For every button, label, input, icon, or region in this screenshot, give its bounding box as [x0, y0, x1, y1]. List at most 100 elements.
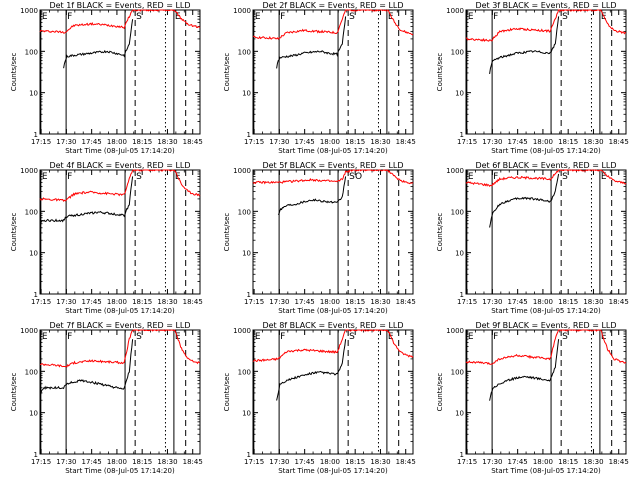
x-tick-label: 18:30 — [157, 458, 177, 466]
plot-frame — [252, 329, 414, 455]
y-tick-label: 100 — [238, 208, 251, 216]
chart-title: Det 6f BLACK = Events, RED = LLD — [475, 161, 616, 170]
x-tick-label: 17:30 — [56, 298, 76, 306]
chart-title: Det 7f BLACK = Events, RED = LLD — [49, 321, 190, 330]
y-tick-label: 10 — [242, 90, 251, 98]
series-line-events — [39, 176, 134, 225]
x-tick-label: 18:15 — [558, 458, 578, 466]
event-marker-label: E — [468, 12, 474, 22]
x-axis-label: Start Time (08-Jul-05 17:14:20) — [278, 467, 388, 475]
series-line-events — [276, 16, 347, 69]
event-marker-label: E — [42, 12, 48, 22]
x-tick-label: 17:30 — [482, 458, 502, 466]
x-tick-label: 18:15 — [345, 298, 365, 306]
x-tick-label: 18:00 — [107, 458, 127, 466]
y-tick-label: 1000 — [446, 167, 464, 175]
y-tick-label: 1000 — [233, 167, 251, 175]
series-line-events — [489, 339, 560, 401]
event-marker-label: S — [349, 12, 355, 22]
event-marker-label: E — [255, 12, 261, 22]
event-marker-label: S — [349, 332, 355, 342]
y-tick-label: 1000 — [233, 327, 251, 335]
y-tick-label: 1 — [460, 451, 464, 459]
series-line-lld — [465, 169, 627, 187]
x-tick-label: 17:45 — [82, 138, 102, 146]
y-axis-label: Counts/sec — [436, 213, 444, 252]
y-tick-label: 1 — [460, 131, 464, 139]
x-tick-label: 18:15 — [132, 298, 152, 306]
x-tick-label: 18:45 — [609, 138, 629, 146]
chart-title: Det 1f BLACK = Events, RED = LLD — [49, 1, 190, 10]
x-axis-label: Start Time (08-Jul-05 17:14:20) — [65, 467, 175, 475]
x-tick-label: 18:15 — [132, 458, 152, 466]
x-tick-label: 18:00 — [533, 458, 553, 466]
y-tick-label: 100 — [451, 208, 464, 216]
event-marker-label: S — [349, 172, 355, 182]
y-tick-label: 10 — [29, 410, 38, 418]
chart-panel-7: Det 7f BLACK = Events, RED = LLD 1 10 100 10… — [10, 321, 203, 475]
x-tick-label: 18:00 — [533, 298, 553, 306]
plot-frame — [252, 9, 414, 135]
x-tick-label: 17:45 — [82, 458, 102, 466]
x-tick-label: 17:30 — [269, 298, 289, 306]
plot-frame — [465, 329, 627, 455]
x-tick-label: 17:45 — [295, 458, 315, 466]
y-axis-label: Counts/sec — [10, 53, 18, 92]
event-marker-label: S — [136, 12, 142, 22]
chart-panel-8: Det 8f BLACK = Events, RED = LLD 1 10 100 10… — [223, 321, 416, 475]
x-axis-label: Start Time (08-Jul-05 17:14:20) — [278, 307, 388, 315]
chart-panel-9: Det 9f BLACK = Events, RED = LLD 1 10 100 10… — [436, 321, 629, 475]
series-line-lld — [252, 9, 414, 40]
x-tick-label: 17:15 — [244, 458, 264, 466]
x-tick-label: 18:00 — [107, 298, 127, 306]
series-line-lld — [252, 329, 414, 363]
x-tick-label: 18:30 — [370, 298, 390, 306]
x-tick-label: 18:45 — [183, 138, 203, 146]
y-axis-label: Counts/sec — [436, 53, 444, 92]
x-tick-label: 18:30 — [157, 298, 177, 306]
y-tick-label: 1 — [460, 291, 464, 299]
y-tick-label: 1 — [247, 291, 251, 299]
y-tick-label: 1000 — [20, 7, 38, 15]
chart-panel-1: Det 1f BLACK = Events, RED = LLD 1 10 100 10… — [10, 1, 203, 155]
event-marker-label: E — [42, 332, 48, 342]
y-tick-label: 1000 — [233, 7, 251, 15]
series-line-events — [63, 19, 134, 69]
series-line-lld — [465, 9, 627, 42]
x-tick-label: 18:00 — [320, 138, 340, 146]
y-tick-label: 10 — [455, 250, 464, 258]
y-axis-label: Counts/sec — [223, 373, 231, 412]
x-tick-label: 17:45 — [508, 458, 528, 466]
x-tick-label: 18:45 — [396, 458, 416, 466]
y-tick-label: 100 — [25, 208, 38, 216]
event-marker-label: F — [67, 12, 72, 22]
y-tick-label: 100 — [451, 48, 464, 56]
x-tick-label: 17:15 — [31, 138, 51, 146]
event-marker-label: E — [42, 172, 48, 182]
chart-title: Det 9f BLACK = Events, RED = LLD — [475, 321, 616, 330]
plot-frame — [39, 329, 201, 455]
y-axis-label: Counts/sec — [223, 213, 231, 252]
chart-title: Det 8f BLACK = Events, RED = LLD — [262, 321, 403, 330]
series-line-lld — [39, 9, 201, 34]
x-tick-label: 18:15 — [132, 138, 152, 146]
series-line-events — [489, 173, 560, 228]
x-axis-label: Start Time (08-Jul-05 17:14:20) — [65, 307, 175, 315]
event-marker-label: E — [175, 12, 181, 22]
x-tick-label: 17:30 — [269, 458, 289, 466]
series-line-events — [277, 176, 347, 216]
event-marker-label: F — [493, 12, 498, 22]
y-tick-label: 10 — [242, 410, 251, 418]
x-axis-label: Start Time (08-Jul-05 17:14:20) — [278, 147, 388, 155]
x-tick-label: 18:30 — [583, 458, 603, 466]
chart-title: Det 4f BLACK = Events, RED = LLD — [49, 161, 190, 170]
y-tick-label: 1 — [247, 451, 251, 459]
y-tick-label: 1000 — [20, 167, 38, 175]
x-tick-label: 18:15 — [558, 138, 578, 146]
y-axis-label: Counts/sec — [10, 213, 18, 252]
x-tick-label: 17:45 — [295, 298, 315, 306]
series-line-events — [39, 339, 134, 397]
chart-panel-4: Det 4f BLACK = Events, RED = LLD 1 10 100 10… — [10, 161, 203, 315]
y-tick-label: 1 — [34, 131, 38, 139]
x-tick-label: 18:30 — [370, 138, 390, 146]
